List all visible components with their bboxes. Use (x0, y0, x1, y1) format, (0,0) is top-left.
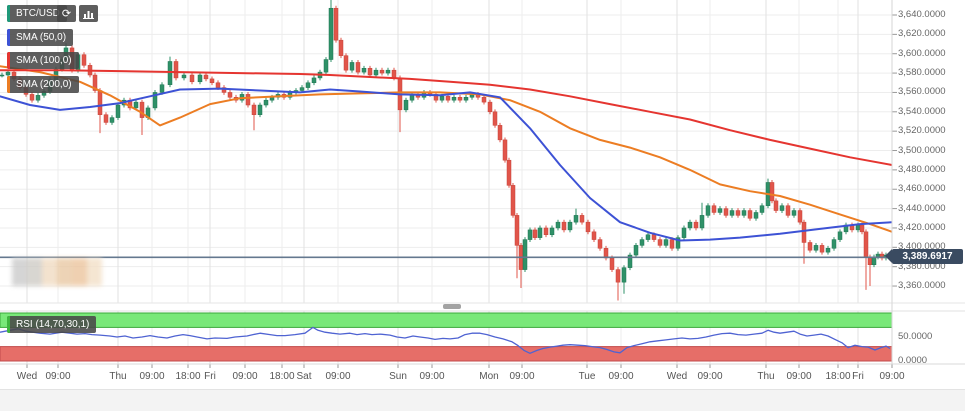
bar-chart-icon (83, 10, 94, 19)
candles-group (0, 0, 892, 301)
price-tick-label: 3,600.0000 (898, 47, 946, 59)
chart-settings-button[interactable] (79, 5, 98, 22)
time-tick-label: 09:00 (608, 371, 634, 382)
time-tick-label: 09:00 (232, 371, 258, 382)
time-tick-label: 18:00 (175, 371, 201, 382)
time-tick-label: 09:00 (45, 371, 71, 382)
blurred-watermark (12, 258, 102, 286)
time-tick-label: 09:00 (325, 371, 351, 382)
price-tick-label: 3,520.0000 (898, 125, 946, 137)
rsi-tick-label: 50.0000 (898, 331, 933, 342)
price-tick-label: 3,360.0000 (898, 280, 946, 292)
price-tick-label: 3,540.0000 (898, 105, 946, 117)
sma100-label: SMA (100,0) (16, 55, 72, 66)
pane-borders (0, 0, 965, 365)
price-tick-label: 3,440.0000 (898, 202, 946, 214)
time-tick-label: 09:00 (139, 371, 165, 382)
price-tick-label: 3,400.0000 (898, 241, 946, 253)
time-tick-label: 09:00 (697, 371, 723, 382)
rsi-line (0, 326, 891, 354)
price-tick-label: 3,620.0000 (898, 28, 946, 40)
time-tick-label: Mon (479, 371, 499, 382)
time-tick-label: Thu (757, 371, 775, 382)
sma500-line (0, 87, 892, 242)
rsi-overbought-band (0, 312, 893, 328)
sma50-color-stripe (7, 29, 10, 46)
time-tick-label: Wed (16, 371, 38, 382)
sma2000-line (0, 65, 892, 233)
rsi-label: RSI (14,70,30,1) (16, 319, 90, 330)
price-tick-label: 3,500.0000 (898, 144, 946, 156)
price-tick-label: 3,560.0000 (898, 86, 946, 98)
pane-resize-handle[interactable] (443, 304, 461, 309)
rsi-color-stripe (7, 316, 10, 333)
bottom-margin (0, 389, 965, 411)
time-tick-label: 09:00 (509, 371, 535, 382)
time-tick-label: 09:00 (879, 371, 905, 382)
price-tick-label: 3,460.0000 (898, 183, 946, 195)
price-tick-label: 3,640.0000 (898, 9, 946, 20)
rsi-pane-group (0, 312, 893, 362)
time-tick-label: 18:00 (825, 371, 851, 382)
time-tick-label: Fri (852, 371, 864, 382)
time-tick-label: Sat (296, 371, 312, 382)
symbol-chip[interactable]: BTC/USD (7, 5, 67, 22)
price-tick-label: 3,580.0000 (898, 67, 946, 79)
price-tick-label: 3,420.0000 (898, 221, 946, 233)
price-tick-label: 3,480.0000 (898, 163, 946, 175)
price-tick-label: 3,380.0000 (898, 260, 946, 272)
time-tick-label: Fri (204, 371, 216, 382)
sma1000-line (0, 69, 892, 166)
last-price-badge: 3,389.6917 (885, 249, 963, 264)
legend-sma100[interactable]: SMA (100,0) (7, 52, 79, 69)
time-tick-label: 18:00 (269, 371, 295, 382)
symbol-label: BTC/USD (16, 8, 60, 19)
rsi-oversold-band (0, 346, 893, 362)
refresh-button[interactable]: ⟳ (57, 5, 76, 22)
sma200-label: SMA (200,0) (16, 79, 72, 90)
legend-rsi[interactable]: RSI (14,70,30,1) (7, 316, 97, 333)
rsi-tick-label: 0.0000 (898, 355, 928, 366)
time-tick-label: 09:00 (419, 371, 445, 382)
time-tick-label: Thu (109, 371, 127, 382)
time-tick-label: Wed (666, 371, 688, 382)
symbol-color-stripe (7, 5, 10, 22)
refresh-icon: ⟳ (61, 8, 72, 20)
sma200-color-stripe (7, 76, 10, 93)
sma100-color-stripe (7, 52, 10, 69)
time-tick-label: 09:00 (786, 371, 812, 382)
legend-sma200[interactable]: SMA (200,0) (7, 76, 79, 93)
legend-sma50[interactable]: SMA (50,0) (7, 29, 74, 46)
sma50-label: SMA (50,0) (16, 32, 67, 43)
time-tick-label: Tue (578, 371, 596, 382)
time-tick-label: Sun (389, 371, 407, 382)
